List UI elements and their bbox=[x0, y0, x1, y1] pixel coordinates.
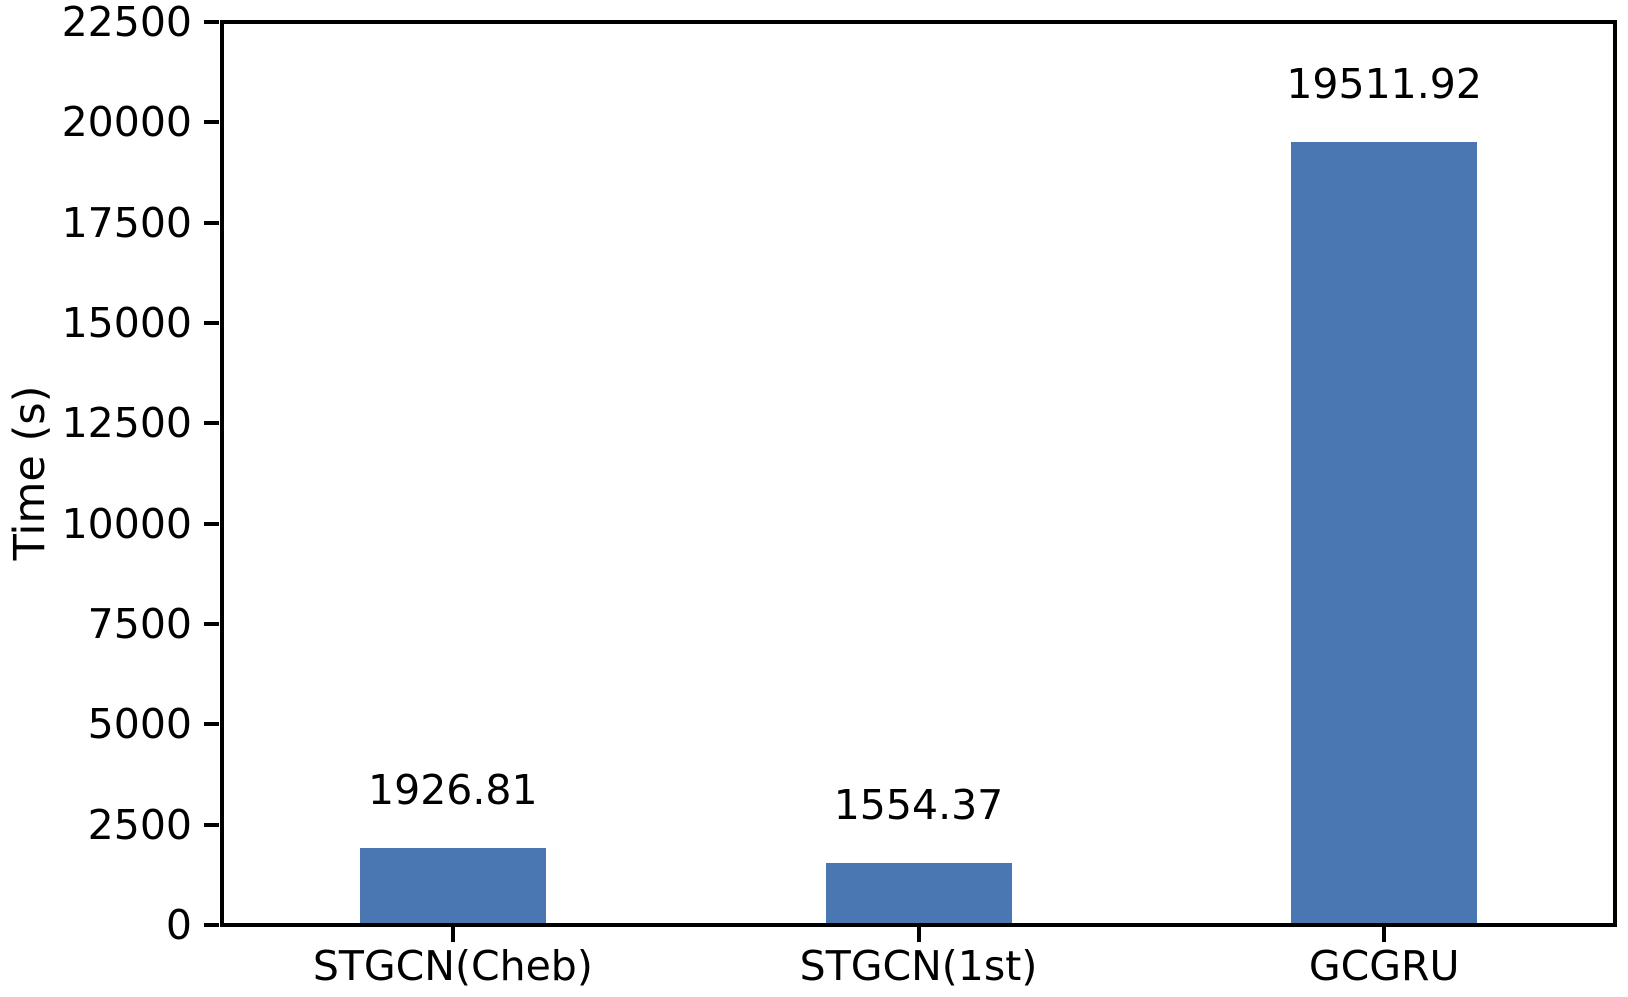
y-tick-label: 0 bbox=[165, 901, 192, 949]
y-tick bbox=[204, 521, 219, 526]
y-axis-title: Time (s) bbox=[5, 385, 55, 561]
x-tick bbox=[1382, 927, 1387, 942]
y-tick bbox=[204, 421, 219, 426]
y-tick bbox=[204, 321, 219, 325]
bar-value-label: 19511.92 bbox=[1286, 59, 1482, 108]
bar-gcgru bbox=[1291, 141, 1478, 927]
y-tick-label: 17500 bbox=[61, 198, 192, 247]
y-tick bbox=[204, 622, 219, 626]
y-tick bbox=[204, 20, 219, 24]
x-tick-label: GCGRU bbox=[1308, 942, 1460, 990]
y-tick-label: 20000 bbox=[61, 98, 192, 147]
y-tick-label: 12500 bbox=[61, 399, 192, 448]
bar-stgcn-cheb bbox=[359, 847, 546, 927]
x-tick-label: STGCN(1st) bbox=[799, 942, 1038, 990]
y-tick-label: 2500 bbox=[87, 800, 192, 849]
y-tick bbox=[204, 120, 219, 125]
bar-value-label: 1926.81 bbox=[368, 765, 538, 814]
bar-value-label: 1554.37 bbox=[833, 780, 1004, 829]
bar-stgcn-1st bbox=[825, 862, 1012, 927]
y-tick bbox=[204, 722, 219, 727]
x-tick bbox=[916, 927, 921, 942]
x-tick bbox=[450, 927, 455, 942]
y-tick bbox=[204, 822, 219, 827]
y-tick-label: 7500 bbox=[87, 600, 192, 648]
y-tick bbox=[204, 220, 219, 225]
y-tick-label: 22500 bbox=[61, 0, 192, 46]
y-tick-label: 5000 bbox=[87, 700, 192, 749]
y-tick bbox=[204, 923, 219, 927]
x-tick-label: STGCN(Cheb) bbox=[312, 942, 593, 990]
y-tick-label: 15000 bbox=[61, 299, 192, 347]
y-tick-label: 10000 bbox=[61, 499, 192, 548]
